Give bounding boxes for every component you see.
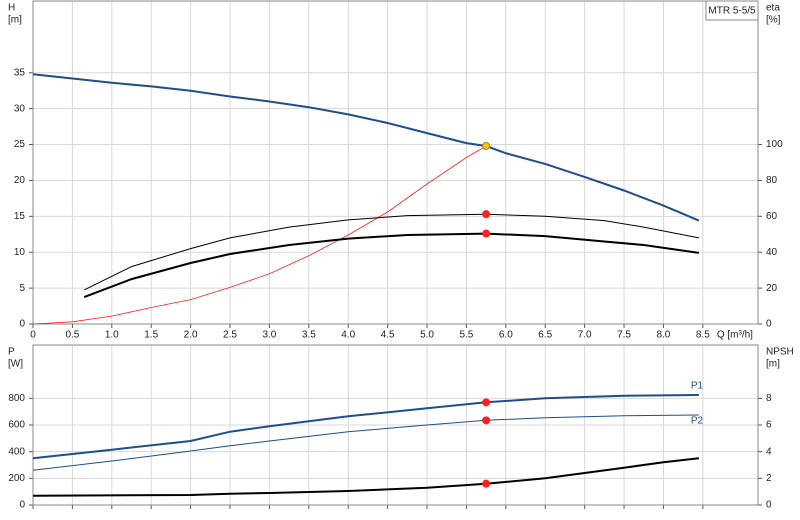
y-tick-label: 0 (19, 319, 25, 330)
x-tick-label: 8.0 (656, 330, 670, 341)
y2-tick-label: 0 (766, 319, 772, 330)
plot-frame (32, 0, 759, 325)
y2-axis-label: eta (766, 3, 780, 14)
y-tick-label: 30 (14, 103, 26, 114)
x-tick-label: 3.5 (302, 330, 316, 341)
y-tick-label: 5 (19, 283, 25, 294)
operating-point (482, 398, 491, 407)
y-tick-label: 15 (14, 211, 26, 222)
x-tick-label: 7.5 (617, 330, 631, 341)
operating-point (482, 141, 491, 150)
y2-tick-label: 0 (766, 500, 772, 511)
y-tick-label: 600 (8, 420, 25, 431)
x-tick-label: 1.5 (144, 330, 158, 341)
curve (32, 73, 700, 222)
x-tick-label: 5.0 (420, 330, 434, 341)
y2-axis-unit: [m] (766, 359, 780, 370)
title-box (705, 0, 759, 21)
x-tick-label: 5.5 (459, 330, 473, 341)
x-tick-label: 8.5 (696, 330, 710, 341)
operating-point (482, 416, 491, 425)
x-tick-label: 2.5 (223, 330, 237, 341)
y-axis-label: H (8, 3, 15, 14)
curve (32, 457, 700, 497)
operating-point (482, 229, 491, 238)
x-tick-label: 6.5 (538, 330, 552, 341)
y2-tick-label: 4 (766, 446, 772, 457)
curve (83, 232, 700, 299)
plot-frame (32, 344, 759, 506)
y-tick-label: 0 (19, 500, 25, 511)
y2-axis-unit: [%] (766, 15, 781, 26)
x-tick-label: 4.0 (341, 330, 355, 341)
chart-title: MTR 5-5/5 (708, 6, 756, 17)
y2-tick-label: 2 (766, 473, 772, 484)
y-tick-label: 35 (14, 67, 26, 78)
x-tick-label: 6.0 (499, 330, 513, 341)
y-axis-unit: [W] (8, 359, 23, 370)
operating-point (482, 479, 491, 488)
y-tick-label: 800 (8, 393, 25, 404)
y2-tick-label: 60 (766, 211, 778, 222)
x-tick-label: 2.0 (184, 330, 198, 341)
x-tick-label: 0.5 (65, 330, 79, 341)
y2-axis-label: NPSH (766, 347, 794, 358)
y-tick-label: 20 (14, 175, 26, 186)
y2-tick-label: 100 (766, 139, 783, 150)
x-tick-label: 4.5 (381, 330, 395, 341)
x-tick-label: 0 (30, 330, 36, 341)
y2-tick-label: 6 (766, 420, 772, 431)
y2-tick-label: 80 (766, 175, 778, 186)
x-axis-label: Q [m³/h] (717, 330, 753, 341)
y-tick-label: 400 (8, 446, 25, 457)
curve (83, 213, 699, 291)
x-tick-label: 1.0 (105, 330, 119, 341)
legend-label: P2 (691, 416, 704, 427)
operating-point (482, 210, 491, 219)
y-axis-unit: [m] (8, 15, 22, 26)
y2-tick-label: 40 (766, 247, 778, 258)
y-tick-label: 200 (8, 473, 25, 484)
legend-label: P1 (691, 381, 704, 392)
y-tick-label: 10 (14, 247, 26, 258)
y2-tick-label: 8 (766, 393, 772, 404)
curve (32, 414, 699, 471)
x-tick-label: 3.0 (262, 330, 276, 341)
y-axis-label: P (8, 347, 15, 358)
x-tick-label: 7.0 (578, 330, 592, 341)
curve (32, 144, 489, 325)
y-tick-label: 25 (14, 139, 26, 150)
curve (32, 394, 699, 460)
y2-tick-label: 20 (766, 283, 778, 294)
